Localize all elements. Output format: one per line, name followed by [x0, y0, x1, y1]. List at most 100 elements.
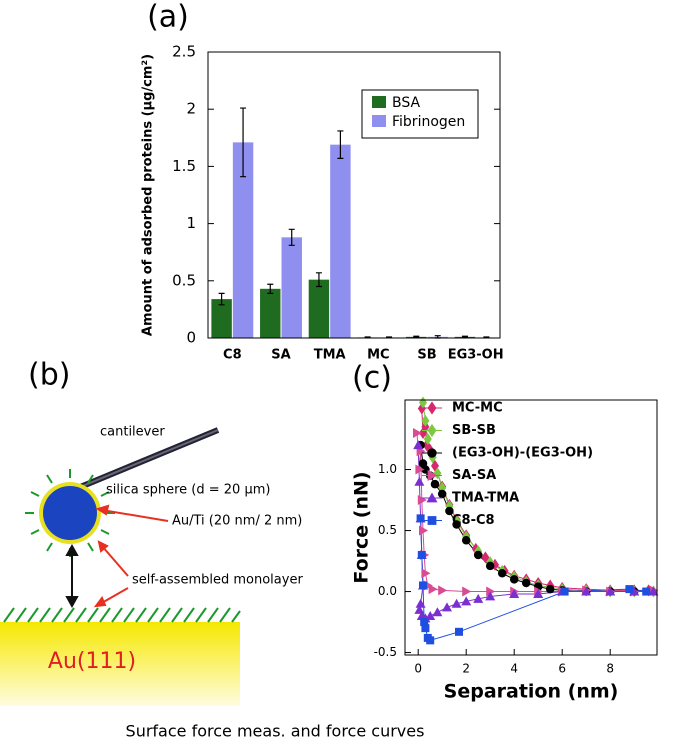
x-tick-label: 8	[606, 662, 614, 676]
marker	[427, 516, 437, 525]
y-tick-label: 2.5	[172, 43, 196, 61]
legend-label: SB-SB	[452, 423, 496, 438]
marker	[419, 581, 427, 590]
marker	[521, 578, 531, 588]
marker	[425, 610, 436, 620]
marker	[445, 506, 454, 516]
marker	[421, 465, 430, 474]
marker	[486, 586, 496, 597]
panel-label: (a)	[147, 0, 189, 35]
marker	[451, 598, 462, 608]
marker	[423, 433, 432, 446]
bar	[330, 144, 351, 338]
y-tick-label: -0.5	[374, 645, 397, 659]
marker	[442, 602, 452, 612]
marker	[473, 550, 483, 560]
y-tick-label: 1.5	[172, 157, 196, 175]
marker	[629, 586, 640, 596]
error-bar	[288, 228, 295, 246]
plot-frame	[207, 51, 501, 339]
marker	[497, 569, 507, 578]
cantilever-label: cantilever	[100, 425, 165, 440]
marker	[509, 588, 520, 598]
marker	[421, 420, 430, 433]
marker	[419, 396, 427, 409]
legend-swatch	[372, 96, 386, 108]
bar	[281, 237, 302, 338]
marker	[452, 520, 461, 529]
marker	[415, 598, 426, 608]
silica-sphere	[43, 486, 97, 540]
legend-swatch	[372, 115, 386, 127]
marker	[413, 440, 424, 450]
marker	[427, 401, 437, 415]
x-tick-label: TMA	[314, 348, 346, 363]
plot-frame	[404, 399, 658, 656]
marker	[560, 587, 569, 596]
bar	[308, 279, 330, 338]
sphere-label: silica sphere (d = 20 μm)	[106, 483, 270, 498]
legend-label: Fibrinogen	[392, 114, 465, 130]
monolayer-label: self-assembled monolayer	[132, 573, 303, 588]
marker	[427, 423, 437, 438]
marker	[426, 492, 438, 503]
x-tick-label: SA	[271, 348, 290, 363]
marker	[605, 586, 616, 596]
error-bar	[218, 292, 225, 306]
coating-label: Au/Ti (20 nm/ 2 nm)	[172, 514, 302, 529]
marker	[648, 586, 659, 596]
y-tick-label: 1.0	[378, 462, 397, 476]
x-tick-label: SB	[417, 348, 436, 363]
x-axis-label: Separation (nm)	[444, 681, 619, 703]
marker	[417, 550, 426, 559]
marker	[416, 514, 425, 523]
caption: Surface force meas. and force curves	[126, 722, 425, 741]
legend-label: C8-C8	[452, 513, 495, 528]
separation-arrow	[65, 543, 79, 609]
marker	[533, 588, 544, 598]
x-tick-label: EG3-OH	[448, 348, 504, 363]
marker	[414, 476, 425, 486]
y-axis-label: Amount of adsorbed proteins (μg/cm²)	[141, 54, 156, 336]
marker	[485, 591, 496, 601]
marker	[428, 584, 438, 595]
gold-surface	[0, 622, 240, 706]
marker	[419, 525, 428, 536]
error-bar	[240, 107, 247, 178]
legend-label: MC-MC	[452, 401, 503, 416]
error-bar	[461, 335, 468, 339]
marker	[545, 584, 555, 594]
bar	[211, 299, 232, 338]
y-tick-label: 0.5	[378, 523, 397, 537]
marker	[421, 414, 430, 427]
panel-label: (b)	[28, 358, 70, 393]
marker	[427, 470, 438, 481]
marker	[437, 489, 447, 499]
bar	[232, 142, 254, 338]
error-bar	[315, 272, 322, 288]
marker	[432, 607, 443, 617]
marker	[481, 551, 490, 564]
error-bar	[337, 130, 344, 159]
y-axis-label: Force (nN)	[351, 471, 373, 583]
marker	[462, 586, 472, 597]
bar	[260, 288, 281, 338]
panel-label: (c)	[352, 361, 392, 396]
y-tick-label: 0.5	[172, 271, 196, 289]
y-tick-label: 0	[186, 329, 196, 347]
marker	[426, 636, 435, 645]
marker	[438, 585, 448, 596]
pointer-arrows	[93, 504, 169, 608]
legend-label: TMA-TMA	[452, 491, 519, 506]
error-bar	[413, 335, 420, 339]
marker	[427, 448, 437, 458]
marker	[430, 479, 440, 489]
marker	[642, 587, 651, 596]
marker	[485, 561, 495, 571]
marker	[509, 575, 519, 584]
marker	[420, 618, 429, 627]
surface-monolayer	[3, 607, 241, 623]
marker	[581, 586, 592, 596]
diagram: (b) Au(111) cantilever silica sphere (d …	[0, 358, 303, 706]
